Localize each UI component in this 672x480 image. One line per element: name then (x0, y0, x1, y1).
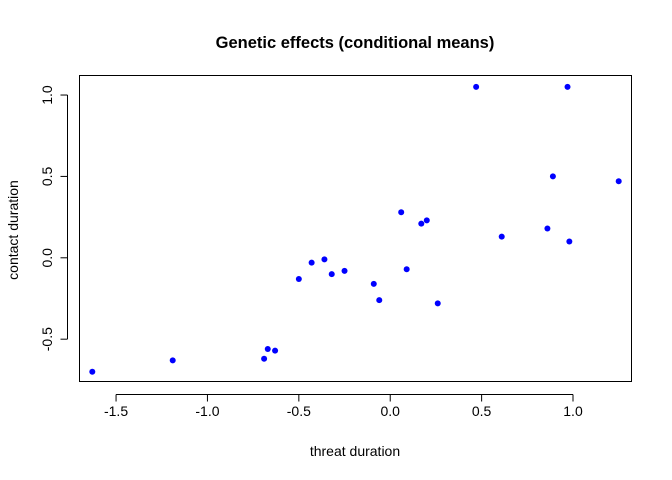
data-points (89, 83, 622, 375)
y-axis-label: contact duration (5, 180, 21, 280)
data-point (403, 266, 410, 273)
data-point (328, 271, 335, 278)
y-tick-label: 0.0 (39, 248, 55, 268)
data-point (566, 238, 573, 245)
data-point (498, 233, 505, 240)
data-point (418, 220, 425, 227)
x-tick-label: -1.0 (195, 403, 219, 419)
data-point (295, 275, 302, 282)
data-point (434, 300, 441, 307)
data-point (370, 280, 377, 287)
y-tick-label: 1.0 (39, 85, 55, 105)
x-tick-label: 0.5 (472, 403, 492, 419)
data-point (615, 178, 622, 185)
data-point (423, 217, 430, 224)
data-point (473, 83, 480, 90)
plot-frame (79, 75, 632, 382)
chart-title: Genetic effects (conditional means) (216, 34, 495, 52)
data-point (169, 357, 176, 364)
data-point (264, 345, 271, 352)
data-point (272, 347, 279, 354)
data-point (544, 225, 551, 232)
data-point (376, 297, 383, 304)
x-tick-label: -0.5 (287, 403, 311, 419)
data-point (321, 256, 328, 263)
y-tick-label: -0.5 (39, 327, 55, 351)
x-tick-label: 1.0 (563, 403, 583, 419)
data-point (398, 209, 405, 216)
data-point (261, 355, 268, 362)
data-point (549, 173, 556, 180)
y-tick-label: 0.5 (39, 166, 55, 186)
data-point (308, 259, 315, 266)
data-point (341, 267, 348, 274)
x-axis: -1.5 -1.0 -0.5 0.0 0.5 1.0 (104, 394, 583, 419)
x-tick-label: -1.5 (104, 403, 128, 419)
data-point (564, 83, 571, 90)
x-axis-label: threat duration (310, 443, 400, 459)
y-axis: -0.5 0.0 0.5 1.0 (39, 85, 68, 351)
data-point (89, 368, 96, 375)
x-tick-label: 0.0 (380, 403, 400, 419)
